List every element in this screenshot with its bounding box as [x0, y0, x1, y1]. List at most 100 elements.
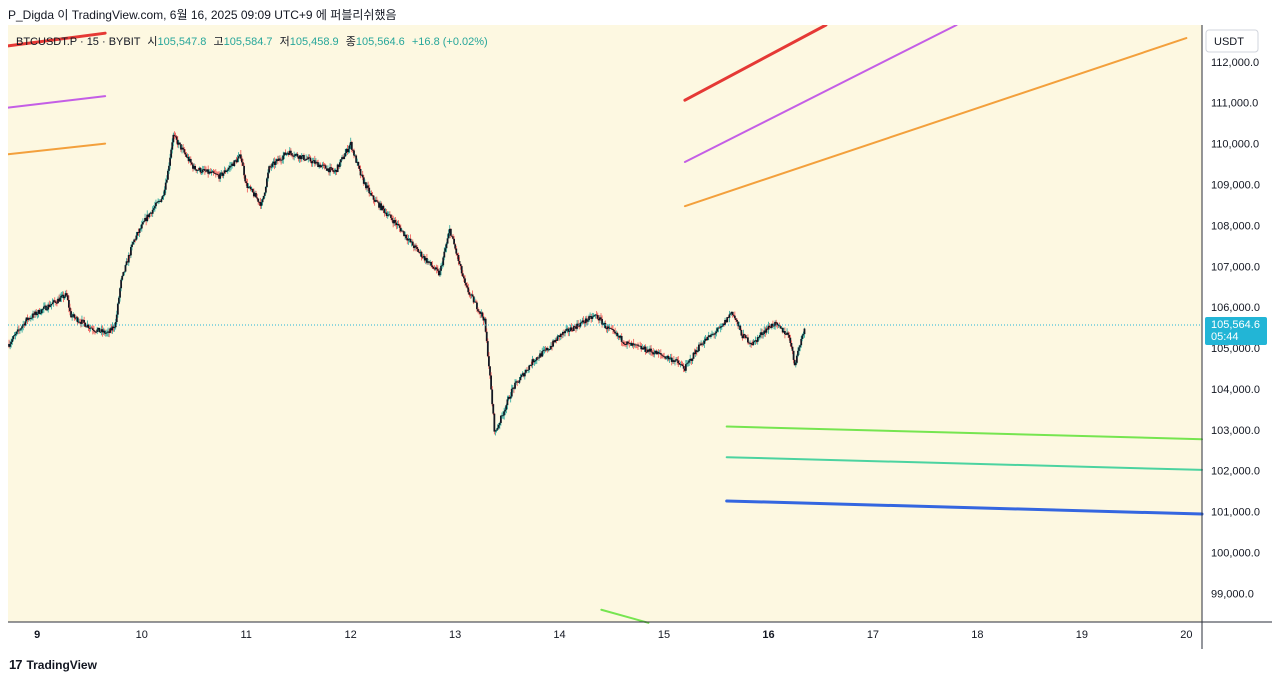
candle-body — [669, 357, 672, 359]
candle-body — [779, 326, 782, 329]
candle-body — [757, 337, 760, 338]
candle-body — [620, 335, 623, 342]
candle-body — [705, 338, 708, 341]
candle-body — [725, 319, 728, 323]
candle-body — [468, 292, 471, 295]
candle-body — [270, 166, 273, 168]
candle-body — [417, 249, 420, 253]
x-tick-label: 14 — [553, 629, 565, 641]
candle-body — [646, 349, 649, 353]
candle-body — [353, 150, 355, 156]
symbol-legend[interactable]: BTCUSDT.P · 15 · BYBIT 시105,547.8 고105,5… — [16, 33, 488, 49]
candle-body — [157, 201, 160, 203]
price-axis[interactable]: 99,000.0 100,000.0 101,000.0 102,000.0 103,0… — [1211, 57, 1260, 601]
candle-body — [30, 317, 33, 319]
candle-body — [318, 164, 321, 168]
candle-body — [309, 157, 312, 162]
candle-body — [237, 156, 240, 159]
candle-body — [113, 327, 116, 329]
candle-body — [421, 256, 424, 258]
candle-body — [666, 356, 669, 358]
candle-body — [280, 159, 282, 161]
candle-body — [526, 369, 528, 371]
candle-body — [225, 170, 228, 172]
candle-body — [185, 154, 188, 157]
candle-body — [52, 300, 55, 303]
candle-body — [663, 356, 666, 358]
candle-body — [257, 198, 260, 202]
currency-label: USDT — [1214, 36, 1244, 48]
candle-body — [490, 375, 492, 390]
currency-button[interactable]: USDT — [1205, 29, 1259, 53]
candle-body — [346, 149, 349, 153]
candle-body — [282, 155, 285, 160]
candle-body — [70, 311, 72, 318]
candle-body — [584, 318, 587, 324]
x-tick-label: 17 — [867, 629, 879, 641]
candle-body — [137, 232, 140, 233]
candle-body — [410, 241, 413, 243]
candle-body — [445, 243, 448, 249]
candle-body — [283, 152, 286, 156]
candle-body — [128, 254, 131, 256]
candle-body — [278, 158, 280, 161]
symbol-label[interactable]: BTCUSDT.P · 15 · BYBIT — [16, 36, 141, 48]
candle-body — [96, 329, 99, 332]
candle-body — [46, 309, 49, 311]
candle-body — [750, 342, 753, 345]
candle-body — [690, 358, 693, 361]
candle-body — [411, 241, 414, 246]
candle-body — [631, 343, 634, 346]
candle-body — [634, 344, 637, 346]
candle-body — [596, 315, 599, 319]
candle-body — [260, 202, 263, 206]
candle-body — [558, 335, 561, 337]
candle-body — [110, 328, 113, 331]
candle-body — [385, 212, 388, 216]
candle-body — [363, 182, 366, 184]
candle-body — [131, 244, 133, 248]
x-tick-label: 13 — [449, 629, 461, 641]
candle-body — [88, 328, 91, 329]
candle-body — [668, 358, 671, 360]
candle-body — [9, 344, 12, 347]
candle-body — [430, 261, 433, 266]
candle-body — [102, 330, 105, 333]
candle-body — [665, 357, 668, 359]
candle-body — [398, 225, 401, 228]
candle-body — [769, 327, 772, 328]
time-axis[interactable]: 9 10 11 12 13 14 15 16 17 18 19 20 — [34, 629, 1192, 641]
candle-body — [25, 317, 28, 322]
candle-body — [53, 300, 56, 302]
candle-body — [473, 301, 476, 303]
candle-body — [541, 351, 544, 357]
candle-body — [381, 205, 384, 210]
candle-body — [82, 319, 84, 321]
candle-body — [716, 328, 719, 332]
candle-body — [271, 163, 274, 167]
candle-body — [615, 332, 618, 334]
candle-body — [454, 244, 457, 249]
candle-body — [83, 320, 86, 323]
candle-body — [502, 415, 504, 417]
candle-body — [311, 160, 314, 164]
candle-body — [371, 195, 374, 197]
candle-body — [521, 373, 524, 375]
candle-body — [592, 315, 595, 317]
candle-body — [75, 317, 78, 319]
candle-body — [47, 304, 50, 310]
price-chart[interactable]: 99,000.0 100,000.0 101,000.0 102,000.0 103,0… — [6, 23, 1272, 649]
candle-body — [342, 157, 345, 160]
candle-body — [303, 155, 305, 160]
candle-body — [158, 200, 161, 202]
chart-area[interactable]: 99,000.0 100,000.0 101,000.0 102,000.0 103,0… — [6, 23, 1272, 649]
candle-body — [402, 230, 404, 232]
candle-body — [230, 165, 232, 167]
candle-body — [336, 164, 339, 173]
candle-body — [559, 333, 562, 337]
candle-body — [738, 325, 741, 327]
candle-body — [355, 155, 358, 163]
candle-body — [466, 285, 469, 288]
last-price-tag-bg — [1205, 316, 1267, 345]
tradingview-footer[interactable]: 17 TradingView — [9, 657, 97, 672]
